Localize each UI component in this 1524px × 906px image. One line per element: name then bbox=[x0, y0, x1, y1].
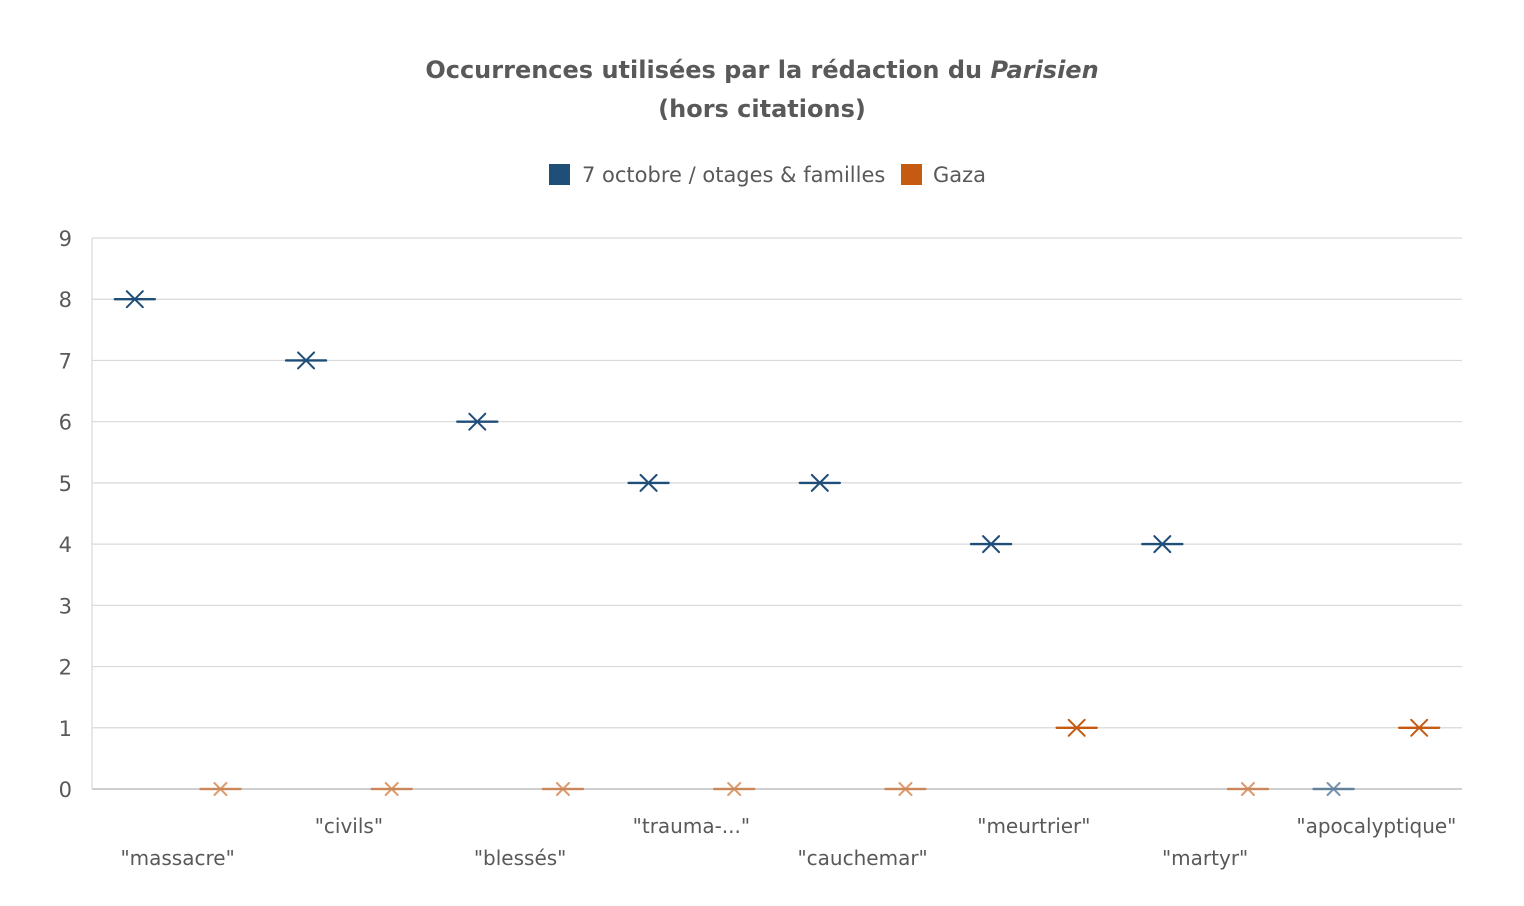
x-category-label: "apocalyptique" bbox=[1296, 814, 1456, 838]
y-tick-label: 9 bbox=[59, 227, 72, 251]
x-category-label: "martyr" bbox=[1162, 846, 1248, 870]
data-point-series-1 bbox=[798, 473, 842, 492]
y-tick-label: 8 bbox=[59, 288, 72, 312]
data-point-series-2 bbox=[199, 782, 242, 796]
data-point-series-1 bbox=[969, 535, 1013, 554]
x-axis-labels: "massacre" "civils" "blessés" "trauma-..." "… bbox=[120, 814, 1456, 870]
data-point-series-1 bbox=[1312, 782, 1355, 796]
data-point-series-2 bbox=[712, 782, 756, 796]
grid-lines bbox=[91, 237, 1462, 790]
y-tick-label: 4 bbox=[59, 533, 72, 557]
y-tick-label: 5 bbox=[59, 472, 72, 496]
legend-label-series-2: Gaza bbox=[933, 163, 986, 187]
y-tick-label: 2 bbox=[59, 656, 72, 680]
legend-swatch-series-2 bbox=[901, 164, 922, 185]
data-point-series-2 bbox=[370, 782, 413, 796]
y-tick-label: 1 bbox=[59, 717, 72, 741]
data-point-series-1 bbox=[284, 351, 328, 370]
y-tick-label: 7 bbox=[59, 349, 72, 373]
x-category-label: "trauma-..." bbox=[633, 814, 750, 838]
data-point-series-1 bbox=[113, 290, 157, 309]
y-axis-ticks: 0 1 2 3 4 5 6 7 8 9 bbox=[59, 227, 72, 802]
y-tick-label: 0 bbox=[59, 778, 72, 802]
y-tick-label: 3 bbox=[59, 594, 72, 618]
data-point-series-2 bbox=[884, 782, 927, 796]
x-category-label: "cauchemar" bbox=[797, 846, 927, 870]
x-category-label: "massacre" bbox=[120, 846, 234, 870]
data-point-series-2 bbox=[1226, 782, 1270, 796]
data-point-series-1 bbox=[456, 412, 499, 431]
data-point-series-2 bbox=[1397, 718, 1441, 737]
data-points bbox=[113, 290, 1441, 796]
x-category-label: "civils" bbox=[315, 814, 383, 838]
legend-label-series-1: 7 octobre / otages & familles bbox=[582, 163, 885, 187]
legend: 7 octobre / otages & familles Gaza bbox=[549, 163, 986, 187]
y-tick-label: 6 bbox=[59, 411, 72, 435]
data-point-series-2 bbox=[1055, 718, 1098, 737]
chart-subtitle: (hors citations) bbox=[658, 95, 866, 123]
x-category-label: "meurtrier" bbox=[977, 814, 1090, 838]
chart-title-italic: Parisien bbox=[990, 56, 1098, 84]
data-point-series-2 bbox=[541, 782, 585, 796]
chart-title-prefix: Occurrences utilisées par la rédaction d… bbox=[425, 56, 990, 84]
data-point-series-1 bbox=[627, 473, 670, 492]
data-point-series-1 bbox=[1141, 535, 1184, 554]
chart-title: Occurrences utilisées par la rédaction d… bbox=[425, 56, 1098, 84]
x-category-label: "blessés" bbox=[474, 846, 567, 870]
legend-swatch-series-1 bbox=[549, 164, 570, 185]
